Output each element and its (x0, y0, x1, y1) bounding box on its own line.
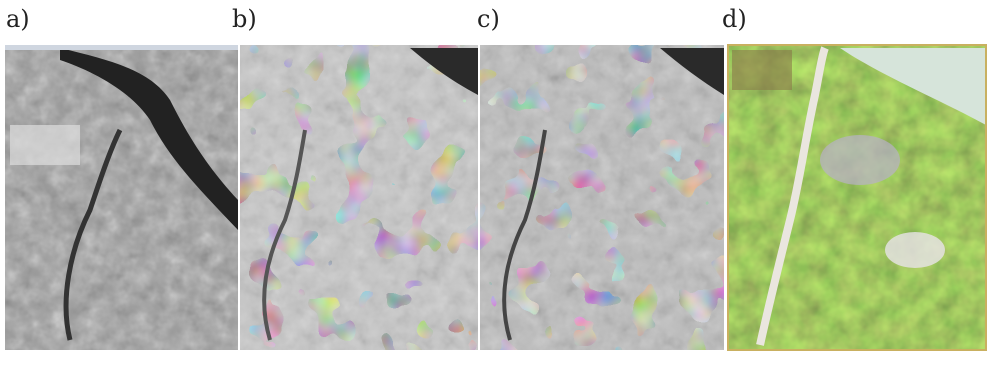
image-c (480, 45, 724, 350)
image-d (728, 45, 986, 350)
panel-label: c) (477, 5, 500, 33)
image-a (5, 45, 238, 350)
panel-label: b) (232, 5, 257, 33)
panel-label: a) (6, 5, 30, 33)
figure: a) b) c) d) (0, 0, 988, 378)
panel-label: d) (722, 5, 747, 33)
image-b (240, 45, 478, 350)
